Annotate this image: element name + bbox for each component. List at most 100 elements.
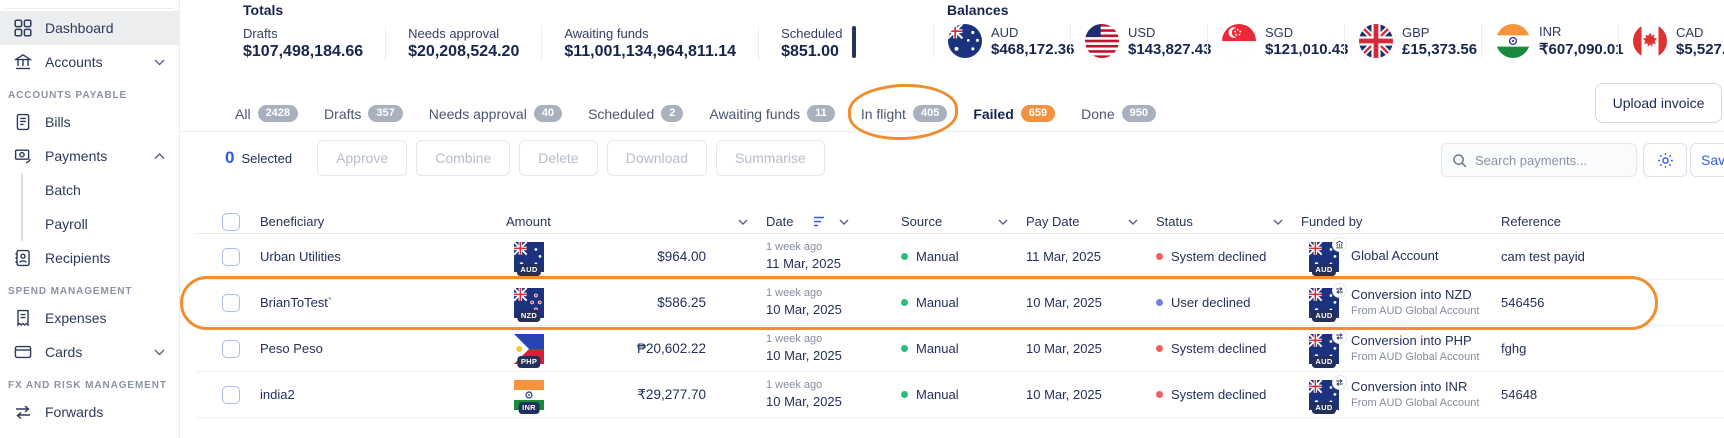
selected-counter: 0 Selected	[225, 148, 293, 167]
table-row[interactable]: india2 INR ₹29,277.70 1 week ago 10 Mar, …	[196, 372, 1724, 418]
sidebar-item-batch[interactable]: Batch	[23, 173, 179, 207]
status-dot	[1156, 391, 1163, 398]
currency-badge: INR	[514, 378, 544, 414]
status-cell: System declined	[1156, 341, 1301, 356]
funded-by-cell: AUD Conversion into INR From AUD Global A…	[1301, 374, 1501, 414]
balance-sgd[interactable]: SGD $121,010.43	[1207, 24, 1348, 58]
beneficiary-cell: BrianToTest`	[260, 295, 333, 310]
balance-gbp[interactable]: GBP £15,373.56	[1344, 24, 1481, 58]
sidebar-item-bills[interactable]: Bills	[0, 105, 179, 139]
download-button[interactable]: Download	[606, 140, 707, 176]
pay-date-cell: 10 Mar, 2025	[1026, 341, 1102, 356]
delete-button[interactable]: Delete	[519, 140, 598, 176]
status-dot	[1156, 345, 1163, 352]
tab-drafts[interactable]: Drafts 357	[324, 104, 403, 123]
approve-button[interactable]: Approve	[317, 140, 408, 176]
tab-count-badge: 357	[368, 104, 403, 123]
row-checkbox[interactable]	[222, 385, 240, 404]
balance-aud[interactable]: AUD $468,172.36	[933, 24, 1074, 58]
funded-by-cell: AUD Global Account	[1301, 236, 1501, 276]
flag-cad-icon	[1633, 24, 1667, 58]
sidebar-divider	[6, 8, 173, 9]
chevron-down-icon	[154, 348, 165, 356]
sidebar-item-payments[interactable]: Payments	[0, 139, 179, 173]
payments-table: Beneficiary Amount Date Source Pay Date …	[196, 210, 1724, 418]
conversion-icon	[1332, 374, 1347, 390]
date-cell: 1 week ago 10 Mar, 2025	[766, 287, 842, 318]
tab-needs-approval[interactable]: Needs approval 40	[429, 104, 563, 123]
balances-section: Balances AUD $468,172.36 USD $143,827.43	[933, 2, 1724, 58]
search-payments-input[interactable]	[1475, 152, 1615, 168]
table-row[interactable]: Urban Utilities AUD $964.00 1 week ago 11…	[196, 234, 1724, 280]
header-date[interactable]: Date	[766, 214, 901, 229]
source-cell: Manual	[901, 249, 1026, 264]
sort-icon[interactable]	[813, 216, 825, 227]
table-settings-button[interactable]	[1643, 143, 1687, 177]
tab-awaiting-funds[interactable]: Awaiting funds 11	[709, 104, 835, 123]
tab-done[interactable]: Done 950	[1081, 104, 1156, 123]
chevron-down-icon	[154, 58, 165, 66]
sidebar-item-payroll[interactable]: Payroll	[23, 207, 179, 241]
sidebar-item-label: Batch	[45, 182, 81, 198]
sidebar: Dashboard Accounts ACCOUNTS PAYABLE Bill…	[0, 0, 180, 438]
table-row[interactable]: Peso Peso PHP ₱20,602.22 1 week ago 10 Ma…	[196, 326, 1724, 372]
select-all-checkbox[interactable]	[222, 212, 240, 231]
tab-count-badge: 659	[1020, 104, 1056, 123]
balances-title: Balances	[947, 2, 1009, 18]
header-amount[interactable]: Amount	[506, 214, 766, 229]
table-header-row: Beneficiary Amount Date Source Pay Date …	[196, 210, 1724, 234]
flag-aud-icon	[948, 24, 982, 58]
balance-cad[interactable]: CAD $5,527.82	[1618, 24, 1724, 58]
upload-invoice-button[interactable]: Upload invoice	[1595, 83, 1722, 123]
totals-title: Totals	[243, 2, 284, 18]
funded-by-cell: AUD Conversion into PHP From AUD Global A…	[1301, 328, 1501, 368]
flag-sgd-icon	[1222, 24, 1256, 58]
row-checkbox[interactable]	[222, 339, 240, 358]
save-button[interactable]: Sav	[1690, 143, 1724, 177]
sidebar-item-recipients[interactable]: Recipients	[0, 241, 179, 275]
tab-failed[interactable]: Failed 659	[973, 104, 1056, 123]
header-source[interactable]: Source	[901, 214, 1026, 229]
row-checkbox[interactable]	[222, 247, 240, 266]
tab-scheduled[interactable]: Scheduled 2	[588, 104, 684, 123]
summarise-button[interactable]: Summarise	[715, 140, 825, 176]
main-content: Totals Drafts $107,498,184.66 Needs appr…	[180, 0, 1724, 438]
search-icon	[1452, 153, 1467, 168]
stat-awaiting-funds: Awaiting funds $11,001,134,964,811.14	[541, 26, 758, 61]
payments-tabs: All 2428 Drafts 357 Needs approval 40 Sched…	[180, 82, 1724, 142]
source-cell: Manual	[901, 341, 1026, 356]
conversion-icon	[1332, 282, 1347, 298]
gear-icon	[1657, 152, 1674, 169]
chevron-down-icon	[998, 219, 1008, 225]
tab-all[interactable]: All 2428	[235, 104, 299, 123]
table-row[interactable]: BrianToTest` NZD $586.25 1 week ago 10 Ma…	[196, 280, 1724, 326]
funded-currency-badge: AUD	[1309, 328, 1347, 368]
sidebar-item-label: Cards	[45, 344, 83, 360]
tab-count-badge: 40	[533, 104, 563, 123]
sidebar-item-expenses[interactable]: Expenses	[0, 301, 179, 335]
chevron-down-icon	[1273, 219, 1283, 225]
combine-button[interactable]: Combine	[416, 140, 511, 176]
source-dot	[901, 299, 908, 306]
forwards-icon	[14, 403, 32, 421]
sidebar-item-accounts[interactable]: Accounts	[0, 45, 179, 79]
conversion-icon	[1332, 328, 1347, 344]
sidebar-item-label: Payroll	[45, 216, 88, 232]
header-funded-by: Funded by	[1301, 214, 1363, 229]
balance-inr[interactable]: INR ₹607,090.01	[1481, 24, 1624, 58]
header-status[interactable]: Status	[1156, 214, 1301, 229]
balance-usd[interactable]: USD $143,827.43	[1070, 24, 1211, 58]
sidebar-item-dashboard[interactable]: Dashboard	[0, 11, 179, 45]
header-pay-date[interactable]: Pay Date	[1026, 214, 1156, 229]
funded-by-cell: AUD Conversion into NZD From AUD Global A…	[1301, 282, 1501, 322]
chevron-down-icon	[738, 219, 748, 225]
row-checkbox[interactable]	[222, 293, 240, 312]
sidebar-item-cards[interactable]: Cards	[0, 335, 179, 369]
pay-date-cell: 10 Mar, 2025	[1026, 387, 1102, 402]
totals-section: Totals Drafts $107,498,184.66 Needs appr…	[243, 2, 865, 61]
tab-in-flight[interactable]: In flight 405	[861, 104, 948, 123]
sidebar-item-forwards[interactable]: Forwards	[0, 395, 179, 429]
reference-cell: fghg	[1501, 341, 1527, 356]
search-payments-box[interactable]	[1441, 143, 1637, 177]
tab-count-badge: 950	[1121, 104, 1156, 123]
